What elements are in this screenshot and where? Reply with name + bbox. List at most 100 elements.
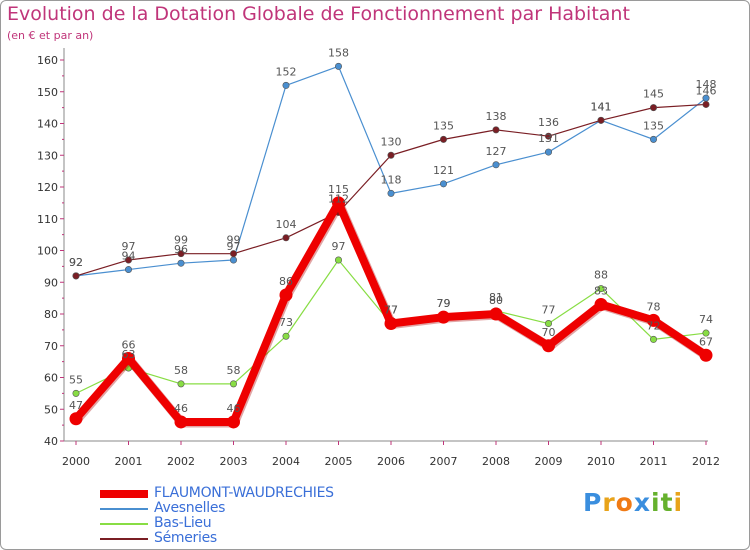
data-point xyxy=(122,351,135,365)
x-tick-label: 2003 xyxy=(220,455,248,468)
data-point xyxy=(282,234,290,242)
x-tick-label: 2002 xyxy=(167,455,195,468)
legend-label: Avesnelles xyxy=(154,500,226,516)
data-point xyxy=(230,256,238,264)
y-tick-label: 110 xyxy=(37,213,58,226)
series-line-Avesnelles xyxy=(75,65,707,277)
x-tick-label: 2006 xyxy=(377,455,405,468)
data-label: 115 xyxy=(328,183,349,196)
data-label: 78 xyxy=(647,300,661,313)
data-label: 86 xyxy=(279,275,293,288)
y-tick-label: 100 xyxy=(37,245,58,258)
y-tick-label: 80 xyxy=(44,308,58,321)
data-label: 99 xyxy=(227,234,241,247)
legend-swatch xyxy=(100,538,148,540)
y-tick-label: 60 xyxy=(44,372,58,385)
data-point xyxy=(125,266,133,274)
data-label: 136 xyxy=(538,116,559,129)
data-point xyxy=(282,81,290,89)
data-point xyxy=(177,380,185,388)
legend-swatch xyxy=(100,490,148,498)
data-label: 80 xyxy=(489,294,503,307)
y-tick-label: 120 xyxy=(37,181,58,194)
data-label: 67 xyxy=(699,335,713,348)
data-label: 135 xyxy=(643,119,664,132)
logo-letter: t xyxy=(660,488,674,517)
data-point xyxy=(544,320,552,328)
logo-letter: P xyxy=(583,488,603,517)
data-point xyxy=(334,62,342,70)
data-label: 79 xyxy=(437,297,451,310)
proxiti-logo: Proxiti xyxy=(583,488,683,517)
data-label: 146 xyxy=(696,84,717,97)
data-point xyxy=(702,100,710,108)
logo-letter: r xyxy=(602,488,616,517)
logo-letter: i xyxy=(651,488,661,517)
data-point xyxy=(384,317,398,331)
data-point xyxy=(489,307,503,321)
data-point xyxy=(594,297,608,311)
data-label: 73 xyxy=(279,316,293,329)
logo-letter: o xyxy=(615,488,634,517)
data-label: 74 xyxy=(699,313,713,326)
legend-item: Avesnelles xyxy=(100,500,400,516)
data-label: 92 xyxy=(69,256,83,269)
data-label: 121 xyxy=(433,164,454,177)
data-point xyxy=(332,196,345,210)
x-tick-label: 2004 xyxy=(272,455,300,468)
x-tick-label: 2005 xyxy=(325,455,353,468)
data-point xyxy=(177,259,185,267)
data-label: 148 xyxy=(696,78,717,91)
data-point xyxy=(597,116,605,124)
x-tick-label: 2008 xyxy=(482,455,510,468)
data-label: 70 xyxy=(542,326,556,339)
data-point xyxy=(69,412,83,426)
legend-item: Sémeries xyxy=(100,530,400,546)
data-label: 77 xyxy=(542,304,556,317)
data-label: 96 xyxy=(174,243,188,256)
y-tick-label: 40 xyxy=(44,435,58,448)
data-point xyxy=(649,335,657,343)
y-tick-label: 150 xyxy=(37,86,58,99)
data-label: 99 xyxy=(174,234,188,247)
data-point xyxy=(544,148,552,156)
data-label: 145 xyxy=(643,88,664,101)
x-tick-label: 2011 xyxy=(640,455,668,468)
data-label: 58 xyxy=(227,364,241,377)
data-label: 138 xyxy=(486,110,507,123)
legend-label: FLAUMONT-WAUDRECHIES xyxy=(154,485,334,501)
data-point xyxy=(492,161,500,169)
chart-title: Evolution de la Dotation Globale de Fonc… xyxy=(7,3,630,25)
data-label: 118 xyxy=(381,173,402,186)
data-label: 79 xyxy=(437,297,451,310)
data-point xyxy=(492,126,500,134)
data-label: 94 xyxy=(122,250,136,263)
data-label: 63 xyxy=(122,348,136,361)
data-point xyxy=(227,415,240,429)
data-label: 97 xyxy=(227,240,241,253)
data-label: 158 xyxy=(328,46,349,59)
logo-letter: i xyxy=(673,488,684,517)
data-label: 47 xyxy=(69,399,83,412)
data-point xyxy=(230,380,238,388)
data-label: 55 xyxy=(69,373,83,386)
data-point xyxy=(177,250,185,258)
y-tick-label: 130 xyxy=(37,149,58,162)
y-tick-label: 140 xyxy=(37,118,58,131)
y-tick-label: 160 xyxy=(37,54,58,67)
x-tick-label: 2001 xyxy=(115,455,143,468)
data-label: 152 xyxy=(276,65,297,78)
data-label: 130 xyxy=(381,135,402,148)
x-tick-label: 2009 xyxy=(535,455,563,468)
data-point xyxy=(387,151,395,159)
y-tick-label: 70 xyxy=(44,340,58,353)
legend-swatch xyxy=(100,508,148,510)
data-point xyxy=(334,256,342,264)
data-label: 135 xyxy=(433,119,454,132)
data-point xyxy=(439,135,447,143)
data-label: 141 xyxy=(591,100,612,113)
x-tick-label: 2012 xyxy=(692,455,720,468)
data-point xyxy=(702,329,710,337)
data-label: 66 xyxy=(122,338,136,351)
